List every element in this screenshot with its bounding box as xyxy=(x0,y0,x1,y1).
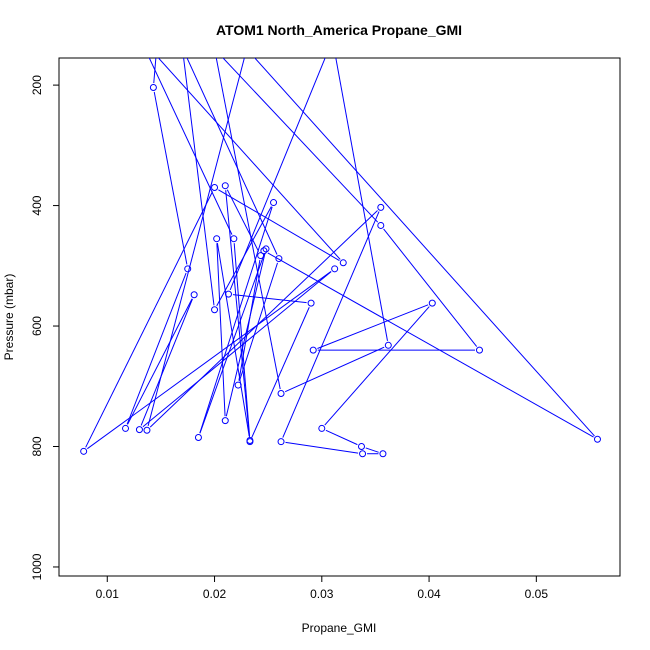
series-segment xyxy=(142,271,332,428)
data-point xyxy=(154,46,160,52)
data-point xyxy=(211,184,219,191)
series-segment xyxy=(324,306,430,426)
x-axis: 0.01 0.02 0.03 0.04 0.05 xyxy=(96,576,549,601)
y-axis-label: Pressure (mbar) xyxy=(2,274,16,361)
data-point xyxy=(331,265,339,273)
series-segment xyxy=(127,298,193,425)
series-segment xyxy=(85,191,213,448)
series-segment xyxy=(218,189,340,261)
x-tick-label: 0.04 xyxy=(417,587,441,601)
data-point xyxy=(212,46,218,52)
data-point xyxy=(377,221,385,229)
y-axis: 200 400 600 800 1000 xyxy=(30,75,59,580)
series-segment xyxy=(226,189,260,252)
data-point xyxy=(194,433,202,441)
data-point xyxy=(135,426,143,434)
series-segment xyxy=(157,58,341,260)
x-tick-label: 0.03 xyxy=(310,587,334,601)
data-point xyxy=(221,182,229,190)
series-segment xyxy=(153,58,157,84)
data-point xyxy=(260,247,268,255)
x-tick-label: 0.01 xyxy=(96,587,120,601)
data-point xyxy=(384,341,392,349)
data-point xyxy=(244,46,250,52)
data-point xyxy=(246,438,254,446)
data-point xyxy=(318,424,326,432)
series-segment xyxy=(87,271,332,450)
data-point xyxy=(277,438,285,446)
series-segment xyxy=(267,252,594,438)
data-point xyxy=(211,306,219,314)
series-segment xyxy=(149,210,378,428)
plot-frame xyxy=(58,57,621,577)
data-point xyxy=(428,299,436,307)
series-segment xyxy=(335,58,388,341)
series-segment xyxy=(215,58,281,390)
series-segment xyxy=(383,228,478,347)
series-segment xyxy=(199,206,273,434)
data-point xyxy=(309,346,317,354)
x-tick-label: 0.02 xyxy=(203,587,227,601)
series-segment xyxy=(229,58,326,291)
data-point xyxy=(80,447,88,455)
data-point xyxy=(149,84,157,92)
y-tick-label: 1000 xyxy=(30,553,44,580)
data-point xyxy=(122,424,130,432)
data-point xyxy=(221,417,229,425)
chart-title: ATOM1 North_America Propane_GMI xyxy=(216,22,462,38)
y-tick-label: 200 xyxy=(30,75,44,95)
series-segment xyxy=(284,346,385,393)
series-segment xyxy=(148,58,233,235)
series-segment xyxy=(365,447,379,453)
series-segment xyxy=(325,429,358,446)
series-segment xyxy=(222,58,379,223)
series-segment xyxy=(216,243,226,417)
x-axis-label: Propane_GMI xyxy=(302,621,377,635)
data-point xyxy=(339,259,347,267)
data-point xyxy=(277,389,285,397)
series-segment xyxy=(282,211,380,438)
data-point xyxy=(357,443,365,450)
series-segment xyxy=(126,272,187,425)
data-point xyxy=(275,255,283,263)
series-segment xyxy=(153,91,188,265)
data-point xyxy=(270,199,278,207)
series-segment xyxy=(239,262,278,381)
series-segment xyxy=(232,294,307,304)
data-point xyxy=(230,235,238,243)
data-point xyxy=(184,265,192,273)
data-point xyxy=(257,252,265,260)
data-layer xyxy=(80,34,601,458)
data-point xyxy=(234,381,242,389)
series-segment xyxy=(317,304,429,349)
data-point xyxy=(377,203,385,211)
series-segment xyxy=(183,58,215,306)
series-segment xyxy=(225,190,250,438)
data-point xyxy=(224,290,232,298)
data-point xyxy=(190,291,198,299)
x-tick-label: 0.05 xyxy=(525,587,549,601)
data-point xyxy=(213,235,221,243)
data-point xyxy=(136,34,142,40)
data-point xyxy=(307,299,315,307)
series-segment xyxy=(285,441,359,454)
data-point xyxy=(179,45,185,51)
series-segment xyxy=(254,58,595,437)
series-segment xyxy=(147,58,245,427)
data-point xyxy=(262,245,270,253)
data-point xyxy=(593,435,601,443)
y-tick-label: 400 xyxy=(30,195,44,215)
data-point xyxy=(379,450,387,458)
series-segment xyxy=(225,253,266,417)
y-tick-label: 800 xyxy=(30,436,44,456)
data-point xyxy=(143,426,151,434)
y-tick-label: 600 xyxy=(30,316,44,336)
data-point xyxy=(359,450,367,458)
series-segment xyxy=(199,253,265,434)
series-segment xyxy=(251,307,310,438)
data-point xyxy=(475,346,483,354)
series-segment xyxy=(140,298,193,426)
series-segment xyxy=(186,58,278,255)
